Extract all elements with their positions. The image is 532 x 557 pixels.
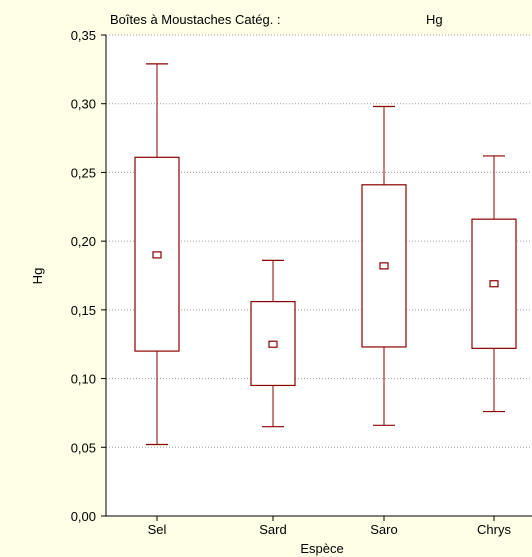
y-tick-label: 0,25 (71, 165, 96, 180)
center-marker (268, 340, 278, 348)
x-tick-label: Sel (148, 522, 167, 537)
x-tick-label: Saro (370, 522, 397, 537)
y-tick-label: 0,05 (71, 440, 96, 455)
chart-title: Boîtes à Moustaches Catég. : (110, 12, 281, 27)
box-saro (361, 105, 407, 426)
center-marker (489, 280, 499, 288)
x-tick-label: Chrys (477, 522, 511, 537)
y-tick-label: 0,30 (71, 97, 96, 112)
y-tick-label: 0,00 (71, 509, 96, 524)
box-rect (361, 184, 407, 348)
y-tick-label: 0,10 (71, 372, 96, 387)
boxes (134, 63, 517, 446)
y-tick-label: 0,20 (71, 234, 96, 249)
x-tick-label: Sard (259, 522, 286, 537)
y-axis-label: Hg (30, 268, 45, 285)
x-ticks: Sel Sard Saro Chrys (148, 516, 511, 537)
chart-variable: Hg (426, 12, 443, 27)
y-tick-label: 0,15 (71, 303, 96, 318)
center-marker (152, 251, 162, 259)
box-chrys (471, 155, 517, 413)
center-marker (379, 262, 389, 270)
x-axis-label: Espèce (300, 541, 343, 556)
box-sard (250, 259, 296, 428)
y-ticks: 0,00 0,05 0,10 0,15 0,20 0,25 0,30 0,35 (71, 28, 106, 524)
box-sel (134, 63, 180, 446)
y-tick-label: 0,35 (71, 28, 96, 43)
